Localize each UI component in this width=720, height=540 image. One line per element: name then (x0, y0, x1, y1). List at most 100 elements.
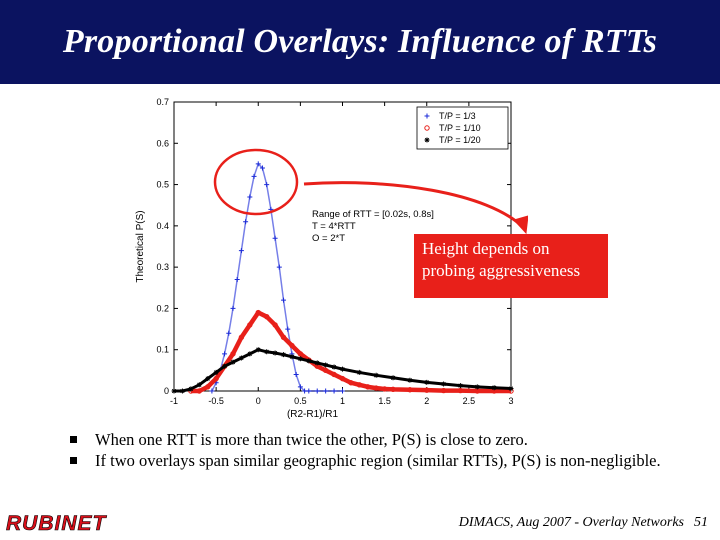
data-point (247, 194, 253, 200)
y-tick-label: 0.3 (156, 262, 169, 272)
data-point (226, 330, 232, 336)
highlight-arrow (303, 181, 526, 230)
data-point (264, 349, 270, 355)
data-point (238, 355, 244, 361)
legend-label: T/P = 1/20 (439, 135, 481, 145)
data-point (356, 369, 362, 375)
data-point (348, 380, 354, 386)
bullet-item: When one RTT is more than twice the othe… (70, 430, 670, 450)
data-point (356, 382, 363, 388)
data-point (297, 384, 303, 390)
bullet-text: If two overlays span similar geographic … (95, 451, 661, 470)
data-point (276, 264, 282, 270)
x-tick-label: 1 (340, 396, 345, 406)
x-tick-label: -1 (170, 396, 178, 406)
data-point (280, 334, 287, 341)
data-point (306, 358, 312, 364)
data-point (213, 375, 219, 382)
data-point (281, 297, 287, 303)
data-point (373, 372, 379, 378)
data-point (331, 364, 337, 370)
chart-highlight (213, 148, 528, 235)
bullet-list: When one RTT is more than twice the othe… (70, 430, 670, 472)
data-point (314, 360, 320, 366)
data-point (381, 386, 388, 392)
data-point (331, 388, 337, 394)
y-tick-label: 0.2 (156, 303, 169, 313)
data-point (424, 137, 430, 143)
data-point (289, 342, 295, 349)
legend-label: T/P = 1/3 (439, 111, 476, 121)
y-tick-label: 0.4 (156, 221, 169, 231)
chart-legend: T/P = 1/3 T/P = 1/10 T/P = 1/20 (416, 106, 509, 150)
data-point (491, 385, 497, 391)
data-point (339, 375, 346, 382)
x-tick-label: 3 (508, 396, 513, 406)
data-point (272, 322, 278, 328)
data-point (171, 388, 177, 394)
x-tick-label: 1.5 (378, 396, 391, 406)
data-point (196, 382, 202, 388)
y-axis-label: Theoretical P(S) (135, 210, 146, 282)
data-point (255, 309, 261, 316)
data-point (302, 388, 308, 394)
y-tick-label: 0.6 (156, 138, 169, 148)
data-point (285, 326, 291, 332)
data-point (390, 375, 396, 381)
data-point (238, 248, 244, 254)
data-point (264, 182, 270, 188)
y-tick-label: 0.7 (156, 97, 169, 107)
data-point (314, 388, 320, 394)
y-tick-label: 0.5 (156, 180, 169, 190)
x-tick-label: -0.5 (208, 396, 224, 406)
data-point (222, 351, 228, 357)
data-point (340, 366, 345, 372)
data-point (247, 322, 253, 328)
data-point (243, 219, 249, 225)
data-point (508, 386, 514, 392)
data-point (255, 347, 261, 353)
data-point (407, 387, 413, 393)
data-point (297, 351, 304, 357)
data-point (179, 388, 185, 394)
chart-series (171, 161, 514, 394)
data-point (293, 371, 299, 377)
slide-title: Proportional Overlays: Influence of RTTs (62, 23, 658, 60)
callout-box: Height depends on probing aggressiveness (414, 234, 608, 298)
data-point (440, 387, 447, 394)
data-point (213, 369, 219, 375)
y-tick-label: 0.1 (156, 345, 169, 355)
data-point (188, 386, 194, 392)
data-point (323, 388, 329, 394)
data-point (205, 384, 211, 390)
data-point (331, 371, 337, 378)
annotation-line: T = 4*RTT (312, 221, 356, 232)
bullet-item: If two overlays span similar geographic … (70, 451, 670, 471)
data-point (289, 354, 295, 360)
data-point (196, 388, 202, 394)
page-number: 51 (694, 515, 708, 530)
title-bar: Proportional Overlays: Influence of RTTs (0, 0, 720, 84)
data-point (424, 125, 430, 131)
data-point (424, 113, 430, 119)
footer-text: DIMACS, Aug 2007 - Overlay Networks (458, 515, 684, 530)
data-point (205, 376, 211, 382)
data-point (322, 367, 329, 374)
arrow-head (513, 215, 528, 235)
data-point (251, 173, 257, 179)
data-point (424, 387, 430, 393)
annotation-line: Range of RTT = [0.02s, 0.8s] (312, 209, 434, 220)
data-point (230, 359, 236, 365)
data-point (230, 305, 236, 311)
data-point (209, 388, 215, 394)
x-tick-label: 0 (256, 396, 261, 406)
data-point (457, 383, 463, 389)
highlight-circle (213, 148, 299, 216)
data-point (259, 165, 265, 171)
legend-box (416, 106, 509, 150)
data-point (424, 379, 430, 385)
data-point (390, 386, 396, 393)
data-point (247, 351, 253, 357)
x-tick-label: 2.5 (463, 396, 476, 406)
series-2 (188, 309, 514, 394)
